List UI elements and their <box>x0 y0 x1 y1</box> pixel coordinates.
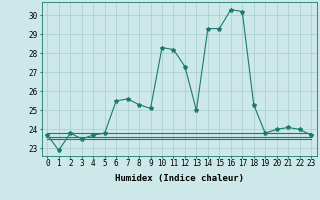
X-axis label: Humidex (Indice chaleur): Humidex (Indice chaleur) <box>115 174 244 183</box>
